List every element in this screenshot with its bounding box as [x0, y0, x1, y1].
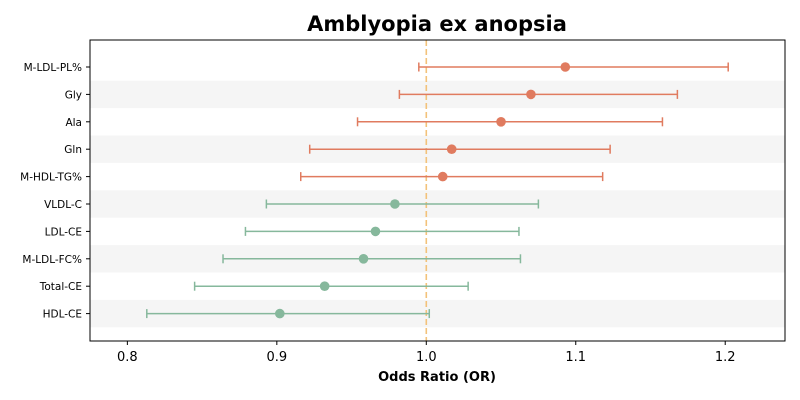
y-tick-label: Total-CE	[39, 281, 82, 293]
or-point	[496, 117, 506, 127]
y-tick-label: LDL-CE	[45, 226, 82, 238]
plot-frame	[89, 39, 786, 342]
x-tick-label: 0.8	[117, 350, 138, 365]
error-bar	[265, 199, 540, 209]
or-point	[370, 226, 381, 237]
error-bar	[299, 172, 604, 182]
error-bar	[308, 144, 611, 154]
error-bar	[418, 62, 729, 72]
or-point	[446, 144, 457, 154]
error-bars	[146, 62, 729, 319]
y-tick-label: Ala	[65, 117, 82, 129]
x-axis-label: Odds Ratio (OR)	[378, 370, 496, 385]
y-tick-label: Gly	[65, 89, 82, 101]
error-bar	[222, 254, 522, 264]
error-bar	[193, 281, 469, 291]
y-tick-label: HDL-CE	[43, 309, 82, 321]
or-point	[390, 199, 400, 209]
or-point	[275, 308, 285, 319]
or-point	[358, 253, 369, 264]
or-point	[560, 62, 571, 72]
x-tick-label: 1.0	[416, 350, 437, 365]
x-axis-ticks: 0.8 0.9 1.0 1.1 1.2	[117, 341, 736, 365]
or-point	[319, 281, 330, 292]
error-bar	[356, 117, 664, 127]
error-bar	[146, 309, 431, 319]
y-tick-label: VLDL-C	[44, 199, 82, 211]
chart-title: Amblyopia ex anopsia	[307, 12, 567, 36]
x-tick-label: 0.9	[266, 350, 287, 365]
odds-ratio-points	[275, 62, 571, 319]
y-tick-label: Gln	[64, 144, 82, 156]
or-point	[526, 89, 536, 100]
y-axis-ticks: M-LDL-PL% Gly Ala Gln M-HDL-TG% VLDL-C LDL-CE M…	[20, 62, 90, 321]
y-tick-label: M-LDL-PL%	[24, 62, 82, 74]
error-bar	[398, 89, 679, 99]
x-tick-label: 1.2	[715, 350, 736, 365]
error-bar	[244, 226, 520, 236]
x-tick-label: 1.1	[565, 350, 586, 365]
y-tick-label: M-HDL-TG%	[20, 172, 82, 184]
y-tick-label: M-LDL-FC%	[22, 254, 82, 266]
or-point	[437, 171, 448, 182]
